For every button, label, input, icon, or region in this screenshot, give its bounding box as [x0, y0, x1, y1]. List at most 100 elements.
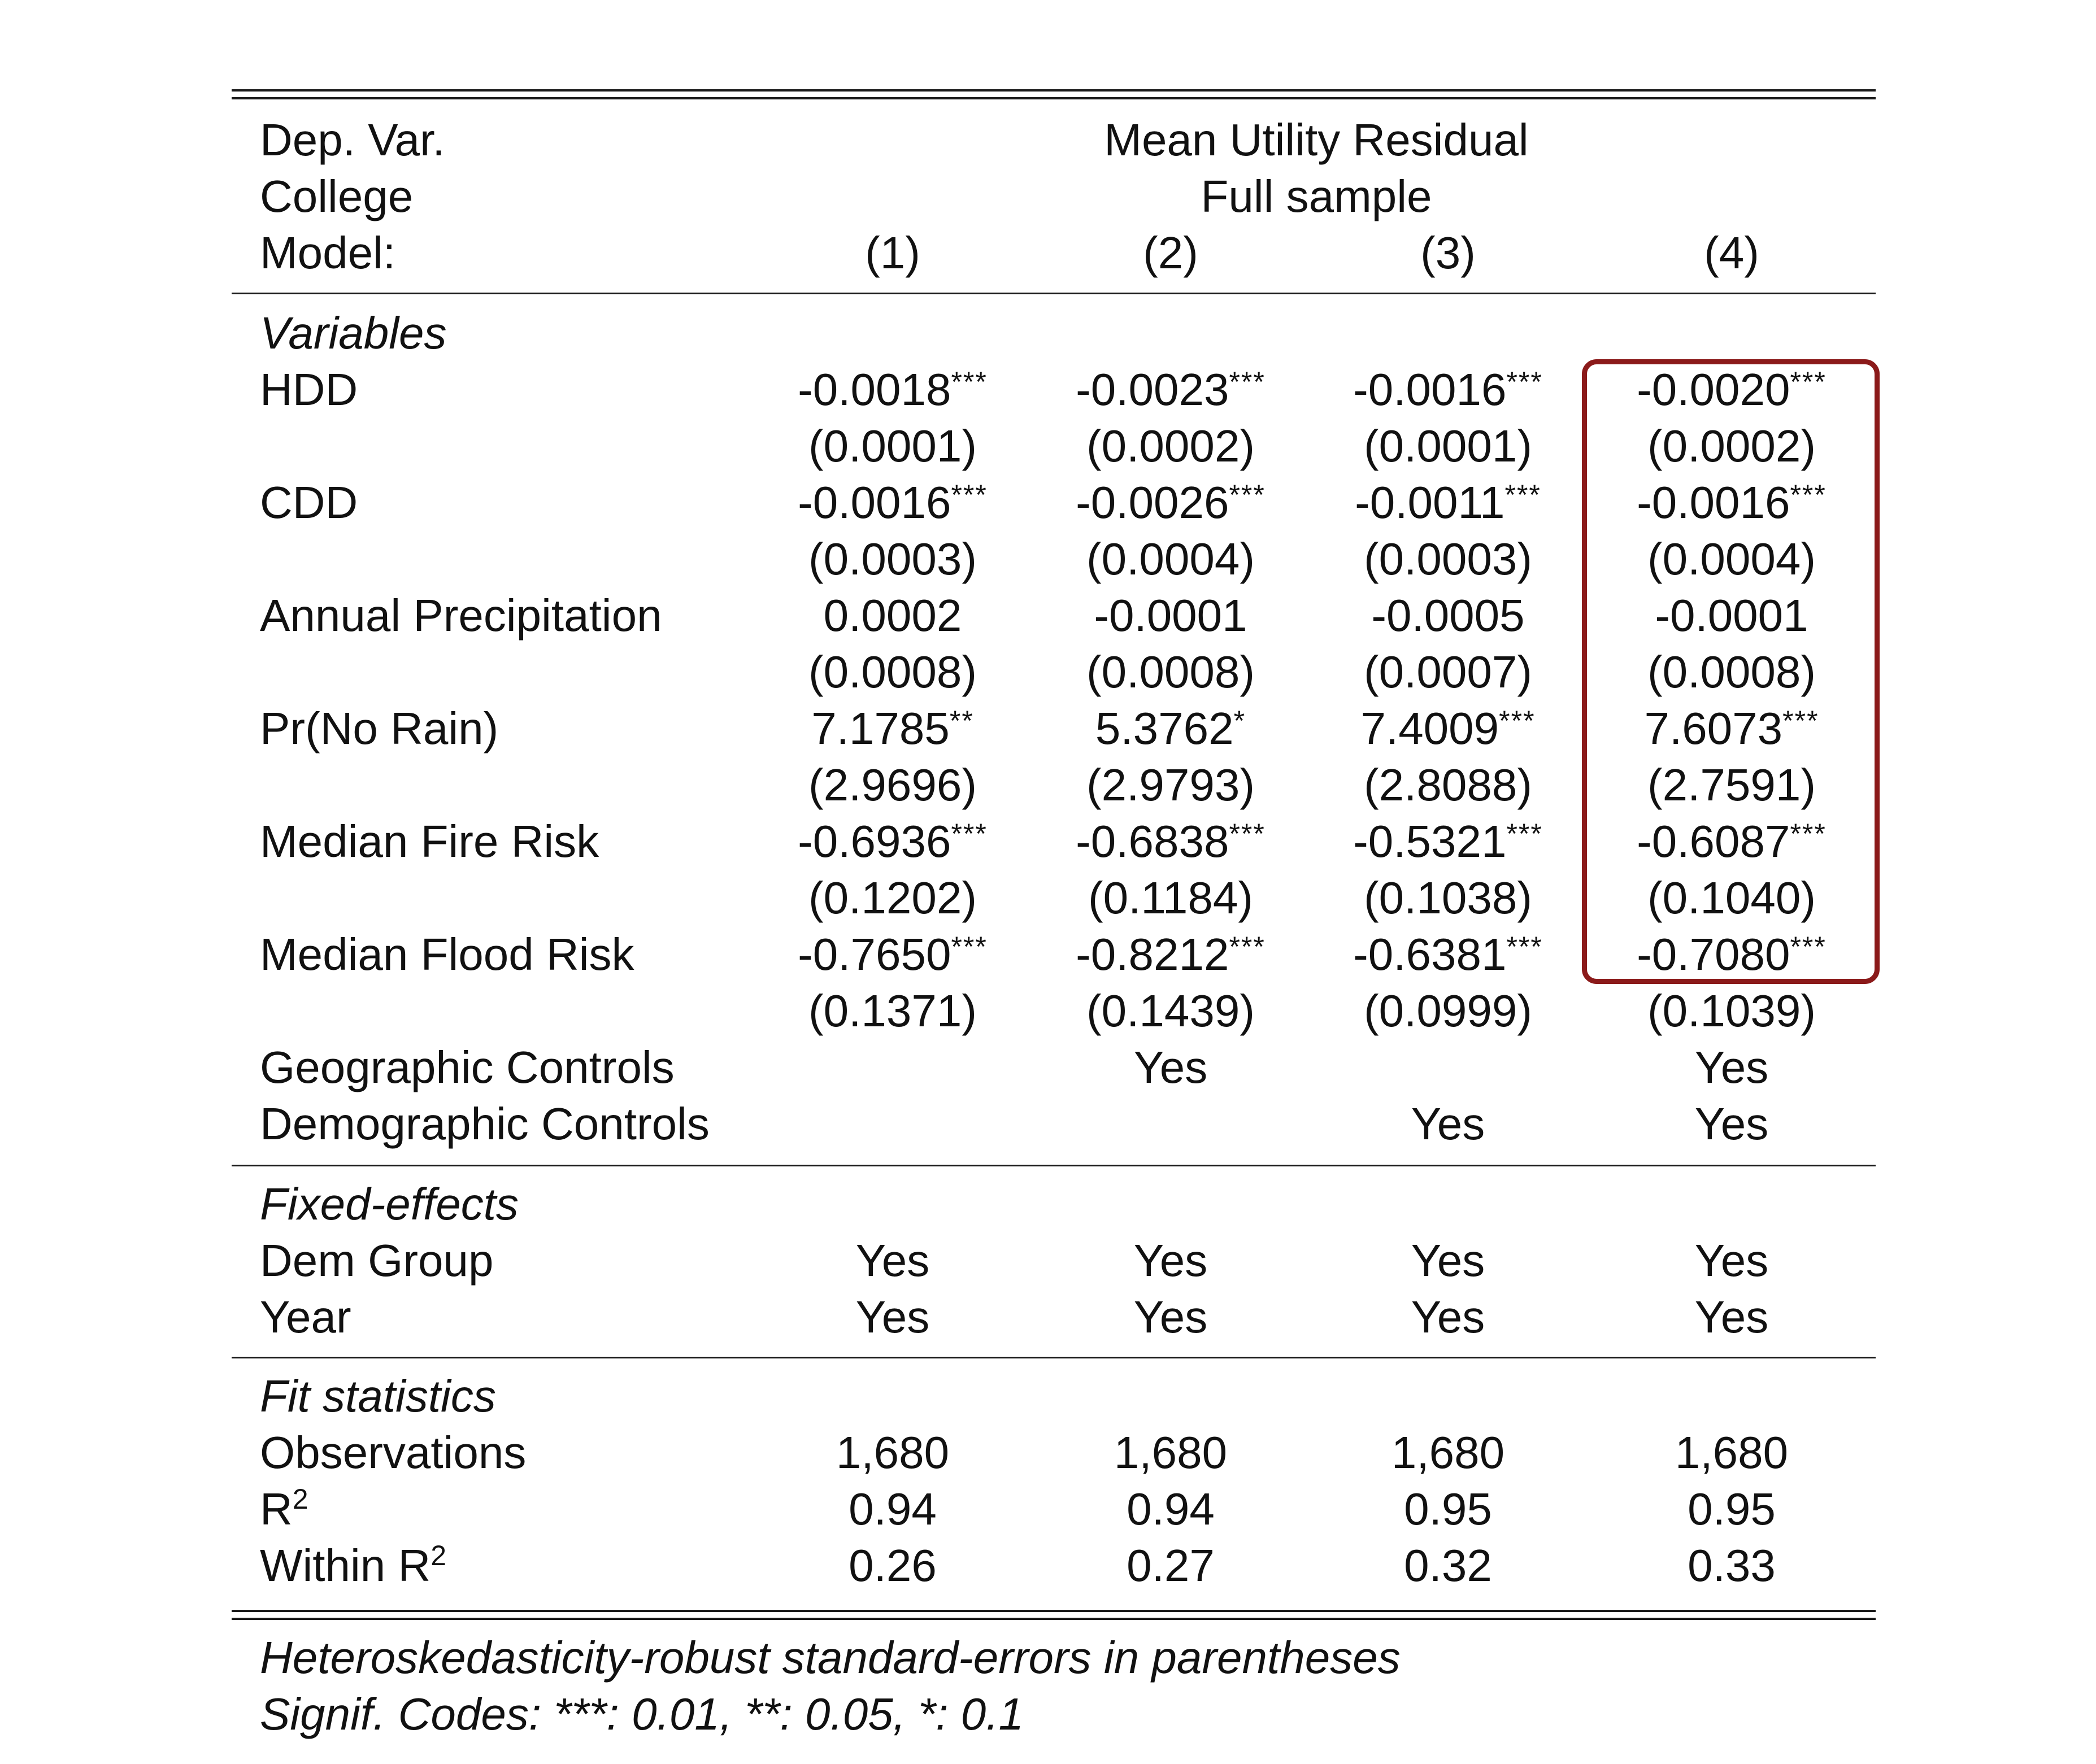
year-row: Year Yes Yes Yes Yes: [0, 1289, 2096, 1345]
cdd-coef-row: CDD -0.0016*** -0.0026*** -0.0011*** -0.0016…: [0, 474, 2096, 531]
median-flood-risk-coef-value-3: -0.6381: [1353, 929, 1507, 979]
pr-no-rain-coef-value-1: 7.1785: [811, 703, 950, 753]
median-flood-risk-coef-3: -0.6381***: [1301, 926, 1595, 983]
median-fire-risk-label: Median Fire Risk: [260, 816, 599, 866]
geographic-controls-value-4: Yes: [1694, 1042, 1769, 1092]
median-fire-risk-coef-4: -0.6087***: [1585, 813, 1878, 870]
dep-var-row: Dep. Var. Mean Utility Residual: [0, 112, 2096, 168]
cdd-coef-2: -0.0026***: [1024, 474, 1317, 531]
pr-no-rain-coef-value-4: 7.6073: [1644, 703, 1783, 753]
year-value-2: Yes: [1133, 1292, 1208, 1342]
hdd-std-error-2: (0.0002): [1086, 421, 1255, 471]
demographic-controls-value-3: Yes: [1411, 1099, 1485, 1149]
median-flood-risk-coef-value-2: -0.8212: [1076, 929, 1229, 979]
median-fire-risk-significance-4: ***: [1790, 818, 1827, 850]
r2-superscript: 2: [292, 1483, 308, 1515]
cdd-significance-2: ***: [1229, 479, 1266, 511]
median-flood-risk-coef-value-4: -0.7080: [1637, 929, 1790, 979]
hdd-coef-value-2: -0.0023: [1076, 364, 1229, 415]
cdd-coef-value-2: -0.0026: [1076, 477, 1229, 528]
cdd-coef-3: -0.0011***: [1301, 474, 1595, 531]
r2-value-2: 0.94: [1127, 1484, 1215, 1534]
median-flood-risk-significance-4: ***: [1790, 931, 1827, 962]
observations-value-2: 1,680: [1114, 1427, 1228, 1478]
hdd-coef-value-3: -0.0016: [1353, 364, 1507, 415]
hdd-coef-4: -0.0020***: [1585, 361, 1878, 418]
median-fire-risk-coef-2: -0.6838***: [1024, 813, 1317, 870]
within-r2-value-3: 0.32: [1404, 1540, 1492, 1591]
dem-group-row: Dem Group Yes Yes Yes Yes: [0, 1232, 2096, 1289]
dem-group-value-4: Yes: [1694, 1235, 1769, 1286]
median-fire-risk-coef-row: Median Fire Risk -0.6936 *** -0.6838*** -0.5…: [0, 813, 2096, 870]
fixed-effects-rule: [232, 1165, 1876, 1166]
pr-no-rain-coef-2: 5.3762*: [1024, 700, 1317, 757]
median-fire-risk-std-error-4: (0.1040): [1647, 873, 1816, 923]
fit-statistics-rule: [232, 1357, 1876, 1358]
annual-precipitation-coef-2: -0.0001: [1024, 587, 1317, 644]
median-flood-risk-significance-3: ***: [1506, 931, 1543, 962]
observations-row: Observations 1,680 1,680 1,680 1,680: [0, 1425, 2096, 1481]
annual-precipitation-coef-value-1: 0.0002: [823, 590, 962, 641]
fixed-effects-section-row: Fixed-effects: [0, 1176, 2096, 1232]
annual-precipitation-se-row: (0.0008) (0.0008) (0.0007) (0.0008): [0, 644, 2096, 700]
hdd-se-row: (0.0001) (0.0002) (0.0001) (0.0002): [0, 418, 2096, 474]
cdd-se-row: (0.0003) (0.0004) (0.0003) (0.0004): [0, 531, 2096, 587]
variables-section-title: Variables: [260, 308, 447, 358]
hdd-significance-4: ***: [1790, 366, 1827, 398]
r2-value-4: 0.95: [1688, 1484, 1776, 1534]
median-flood-risk-coef-2: -0.8212***: [1024, 926, 1317, 983]
model-label: Model:: [260, 228, 396, 278]
hdd-std-error-4: (0.0002): [1647, 421, 1816, 471]
median-flood-risk-std-error-3: (0.0999): [1364, 986, 1532, 1036]
r2-label-text: R: [260, 1484, 293, 1534]
median-flood-risk-coef-1: -0.7650***: [746, 926, 1040, 983]
geographic-controls-row: Geographic Controls Yes Yes: [0, 1039, 2096, 1096]
annual-precipitation-coef-value-3: -0.0005: [1371, 590, 1525, 641]
annual-precipitation-coef-3: -0.0005: [1301, 587, 1595, 644]
demographic-controls-value-4: Yes: [1694, 1099, 1769, 1149]
within-r2-superscript: 2: [430, 1540, 447, 1571]
dem-group-value-2: Yes: [1133, 1235, 1208, 1286]
median-fire-risk-coef-value-3: -0.5321: [1353, 816, 1507, 866]
median-fire-risk-std-error-1: (0.1202): [808, 873, 977, 923]
within-r2-row: Within R2 0.26 0.27 0.32 0.33: [0, 1537, 2096, 1594]
within-r2-value-2: 0.27: [1127, 1540, 1215, 1591]
top-rule-inner: [232, 97, 1876, 99]
pr-no-rain-coef-3: 7.4009***: [1301, 700, 1595, 757]
hdd-coef-value-4: -0.0020: [1637, 364, 1790, 415]
annual-precipitation-std-error-1: (0.0008): [808, 647, 977, 697]
dep-var-label: Dep. Var.: [260, 115, 445, 165]
hdd-std-error-3: (0.0001): [1364, 421, 1532, 471]
cdd-std-error-2: (0.0004): [1086, 534, 1255, 584]
annual-precipitation-std-error-4: (0.0008): [1647, 647, 1816, 697]
fit-section-row: Fit statistics: [0, 1368, 2096, 1425]
hdd-significance-1: ***: [951, 366, 988, 398]
annual-precipitation-coef-1: 0.0002: [746, 587, 1040, 644]
fit-section-title: Fit statistics: [260, 1371, 496, 1421]
median-fire-risk-coef-value-2: -0.6838: [1076, 816, 1229, 866]
median-flood-risk-std-error-2: (0.1439): [1086, 986, 1255, 1036]
model-header-1: (1): [865, 228, 920, 278]
pr-no-rain-significance-4: ***: [1782, 705, 1819, 737]
median-flood-risk-significance-1: ***: [951, 931, 988, 962]
pr-no-rain-std-error-3: (2.8088): [1364, 760, 1532, 810]
cdd-coef-value-4: -0.0016: [1637, 477, 1790, 528]
within-r2-label: Within R2: [260, 1537, 446, 1594]
geographic-controls-label: Geographic Controls: [260, 1042, 675, 1092]
dep-var-value: Mean Utility Residual: [1104, 115, 1529, 165]
pr-no-rain-std-error-4: (2.7591): [1647, 760, 1816, 810]
median-fire-risk-coef-value-1: -0.6936: [798, 816, 951, 866]
median-flood-risk-coef-row: Median Flood Risk -0.7650*** -0.8212*** -0.…: [0, 926, 2096, 983]
note-signif-codes: Signif. Codes: ***: 0.01, **: 0.05, *: 0…: [260, 1689, 1024, 1739]
r2-row: R2 0.94 0.94 0.95 0.95: [0, 1481, 2096, 1537]
observations-value-1: 1,680: [836, 1427, 950, 1478]
annual-precipitation-coef-4: -0.0001: [1585, 587, 1878, 644]
bottom-rule: [232, 1610, 1876, 1612]
cdd-coef-value-3: -0.0011: [1355, 477, 1505, 528]
pr-no-rain-se-row: (2.9696) (2.9793) (2.8088) (2.7591): [0, 757, 2096, 813]
geographic-controls-value-2: Yes: [1133, 1042, 1208, 1092]
hdd-coef-1: -0.0018***: [746, 361, 1040, 418]
dem-group-value-1: Yes: [855, 1235, 930, 1286]
annual-precipitation-std-error-2: (0.0008): [1086, 647, 1255, 697]
median-flood-risk-std-error-1: (0.1371): [808, 986, 977, 1036]
